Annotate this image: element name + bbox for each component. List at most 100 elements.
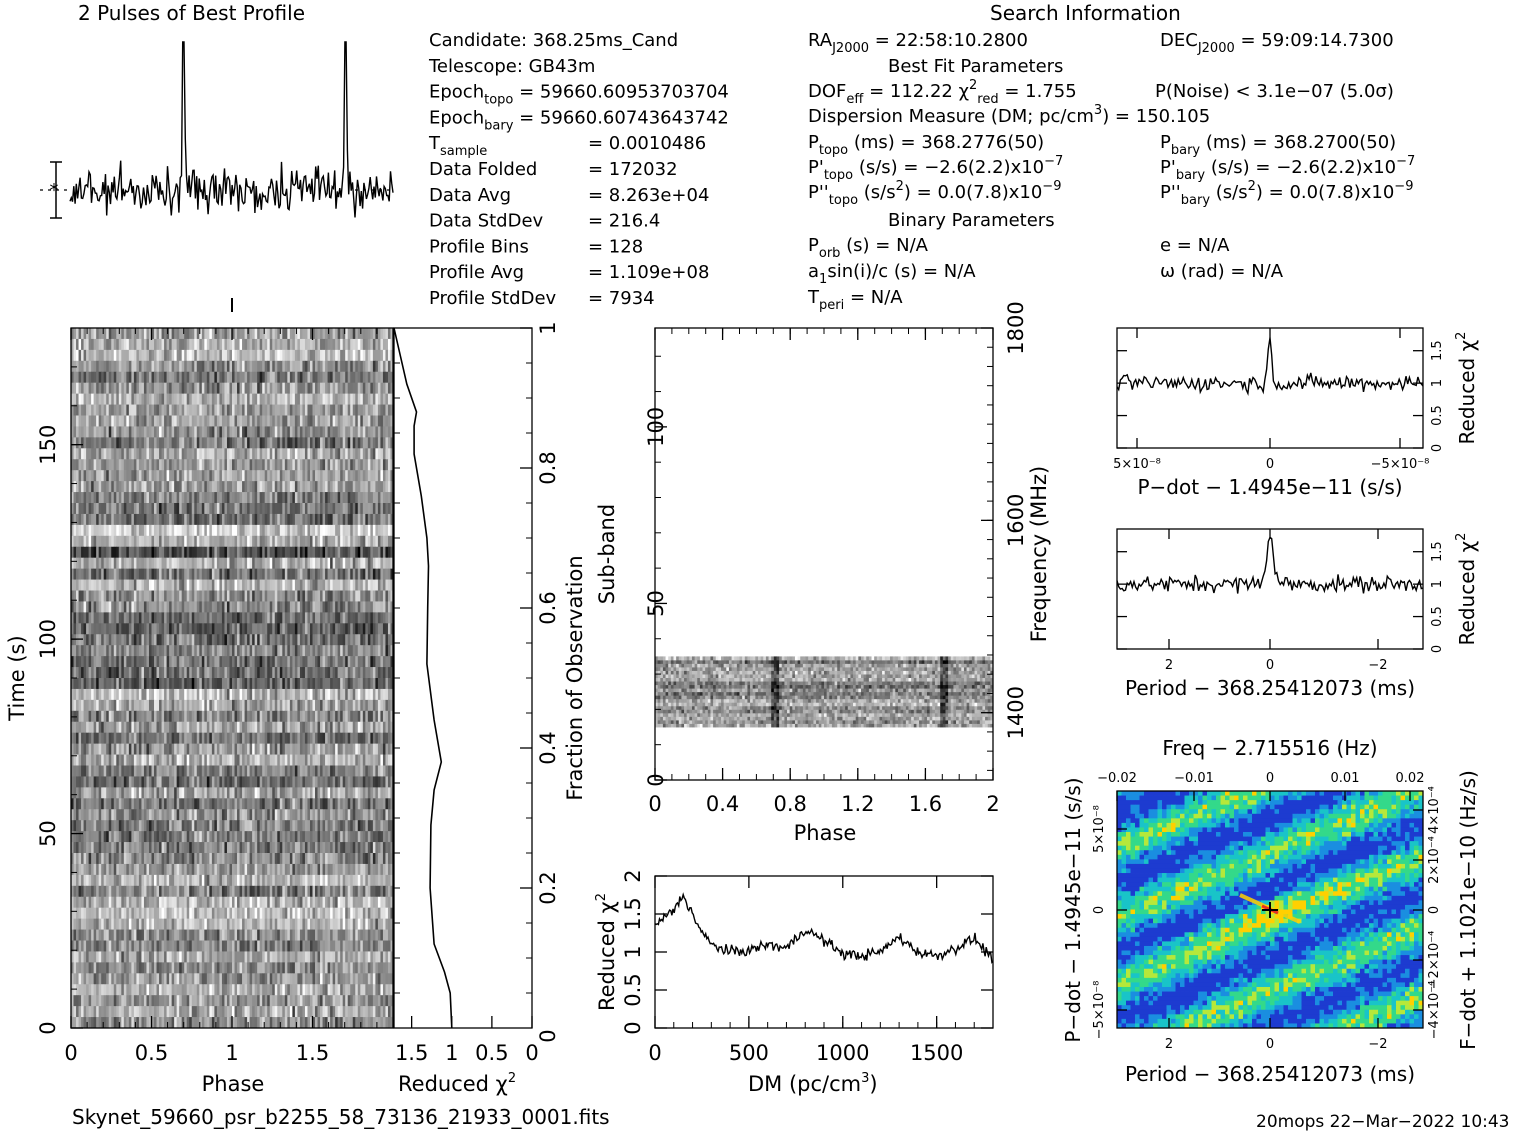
pixel <box>128 688 132 701</box>
pixel <box>136 470 140 482</box>
pixel <box>387 732 391 745</box>
pixel <box>340 426 344 438</box>
pixel <box>352 699 356 712</box>
pixel <box>78 710 82 723</box>
pixel <box>247 503 251 515</box>
pixel <box>232 481 235 493</box>
pixel <box>73 481 77 493</box>
pixel <box>138 513 142 526</box>
pixel <box>98 404 102 416</box>
pixel <box>103 590 107 602</box>
pixel <box>279 656 283 668</box>
pixel <box>214 601 218 613</box>
pixel <box>345 688 349 701</box>
pixel <box>357 667 361 679</box>
pixel <box>330 459 334 471</box>
pixel <box>211 699 215 712</box>
pixel <box>337 328 341 340</box>
pixel <box>164 546 167 559</box>
pixel <box>186 338 190 351</box>
pixel <box>93 678 97 690</box>
pixel <box>154 732 157 745</box>
pixel <box>138 601 142 613</box>
pixel <box>385 568 389 580</box>
pixel <box>93 634 97 646</box>
pixel <box>88 568 92 580</box>
pixel <box>312 557 316 570</box>
pixel <box>267 382 271 395</box>
pixel <box>154 503 157 515</box>
pixel <box>78 557 82 570</box>
pixel <box>166 338 170 351</box>
pixel <box>330 535 334 548</box>
pixel <box>83 360 87 373</box>
pixel <box>299 437 303 449</box>
pixel <box>83 371 87 384</box>
pixel <box>274 568 278 580</box>
pixel <box>304 699 308 712</box>
pixel <box>377 732 381 745</box>
pixel <box>189 459 193 471</box>
info-row: Tsample = 0.0010486 <box>428 133 706 159</box>
pixel <box>189 688 193 701</box>
pixel <box>184 524 188 537</box>
pixel <box>244 699 248 712</box>
pixel <box>244 579 248 591</box>
pixel <box>385 393 389 405</box>
pixel <box>136 743 140 755</box>
pixel <box>229 459 233 471</box>
pixel <box>186 404 190 416</box>
pixel <box>214 623 218 635</box>
pixel <box>317 721 321 734</box>
pixel <box>244 568 248 580</box>
pixel <box>327 349 331 362</box>
pixel <box>154 612 157 624</box>
pixel <box>148 481 152 493</box>
pixel <box>360 699 364 712</box>
pixel <box>350 601 354 613</box>
pixel <box>96 699 100 712</box>
pixel <box>88 743 92 755</box>
pixel <box>232 590 235 602</box>
pixel <box>257 590 261 602</box>
pixel <box>146 349 150 362</box>
pixel <box>332 667 336 679</box>
pixel <box>287 524 291 537</box>
pixel <box>103 557 107 570</box>
pixel <box>131 546 135 559</box>
pixel <box>101 426 105 438</box>
pixel <box>345 678 349 690</box>
pixel <box>385 667 389 679</box>
pixel <box>289 546 293 559</box>
pixel <box>131 328 135 340</box>
pixel <box>174 634 178 646</box>
pixel <box>194 710 198 723</box>
pixel <box>226 557 230 570</box>
pixel <box>387 360 391 373</box>
pixel <box>121 645 125 657</box>
pixel <box>86 688 90 701</box>
pixel <box>325 634 328 646</box>
pixel <box>108 360 112 373</box>
pixel <box>111 634 115 646</box>
pixel <box>146 667 150 679</box>
pixel <box>362 601 366 613</box>
pixel <box>320 546 323 559</box>
pixel <box>111 568 115 580</box>
pixel <box>367 623 371 635</box>
pixel <box>259 590 263 602</box>
pixel <box>191 612 195 624</box>
pixel <box>315 382 318 395</box>
pixel <box>325 404 328 416</box>
pixel <box>201 667 205 679</box>
pixel <box>340 382 344 395</box>
pixel <box>133 448 137 460</box>
pixel <box>189 678 193 690</box>
pixel <box>88 371 92 384</box>
pixel <box>136 524 140 537</box>
pixel <box>332 338 336 351</box>
pixel <box>335 371 339 384</box>
pixel <box>327 513 331 526</box>
pixel <box>216 590 220 602</box>
